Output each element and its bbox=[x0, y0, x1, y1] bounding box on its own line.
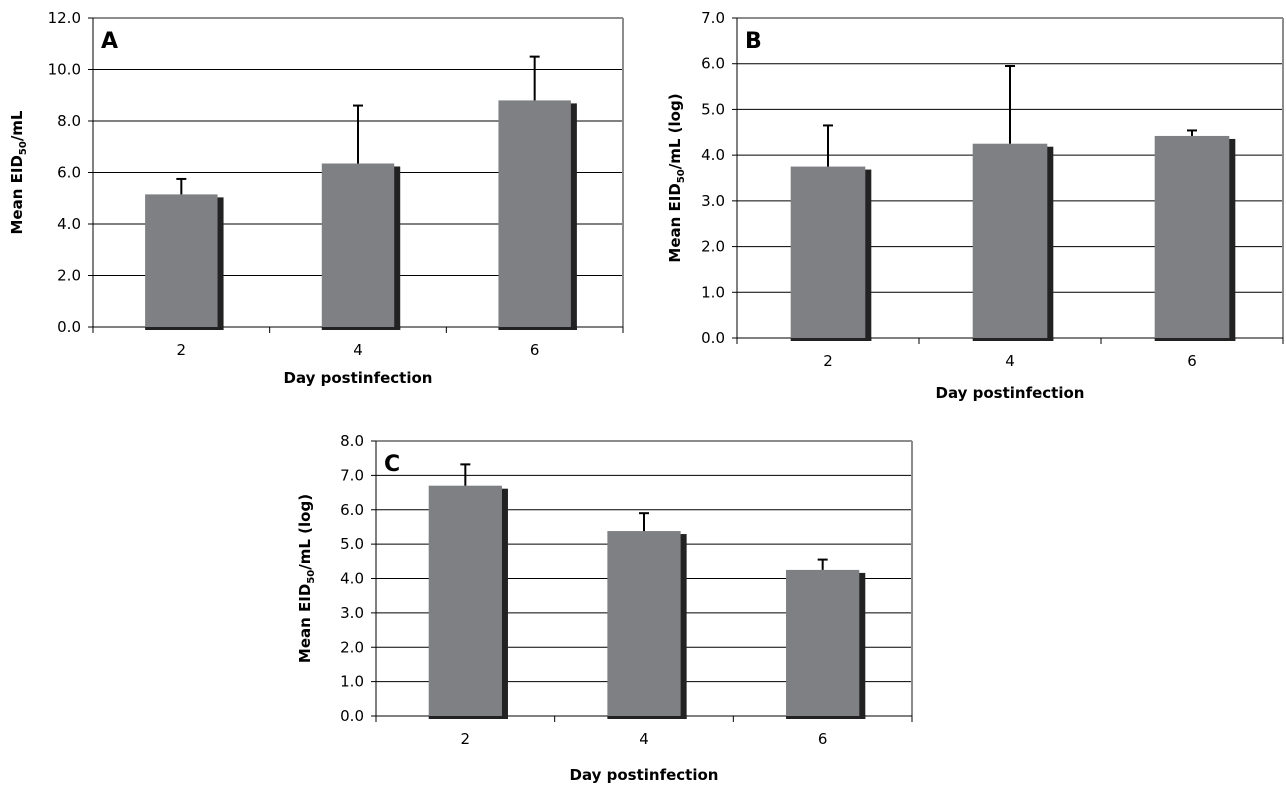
y-tick-label: 10.0 bbox=[48, 61, 81, 79]
y-tick-label: 4.0 bbox=[57, 215, 81, 233]
y-tick-label: 5.0 bbox=[340, 535, 364, 553]
y-tick-label: 2.0 bbox=[57, 267, 81, 285]
y-tick-label: 0.0 bbox=[340, 707, 364, 725]
x-tick-label: 6 bbox=[818, 730, 828, 748]
x-axis-title: Day postinfection bbox=[936, 384, 1085, 402]
chart-panel-a: 0.0 2.0 4.0 6.0 8.0 10.0 12.0 2 4 6 A Day postinfec… bbox=[8, 9, 624, 387]
y-axis-title: Mean EID50/mL (log) bbox=[296, 494, 317, 663]
panel-label: B bbox=[745, 29, 762, 54]
x-tick-label: 6 bbox=[1187, 352, 1197, 370]
y-tick-label: 7.0 bbox=[701, 9, 725, 27]
bar bbox=[145, 194, 218, 327]
y-tick-label: 2.0 bbox=[340, 638, 364, 656]
panel-label: A bbox=[101, 29, 118, 54]
y-tick-label: 6.0 bbox=[340, 501, 364, 519]
bar-base-shadow bbox=[321, 326, 401, 330]
y-axis-title-main: Mean EID bbox=[666, 183, 684, 262]
bar-base-shadow bbox=[145, 326, 224, 330]
y-axis-title-subscript: 50 bbox=[676, 169, 687, 183]
x-axis-title: Day postinfection bbox=[284, 369, 433, 387]
chart-panel-b: 0.0 1.0 2.0 3.0 4.0 5.0 6.0 7.0 2 4 6 B Day postinfe… bbox=[666, 9, 1284, 402]
chart-panel-c: 0.0 1.0 2.0 3.0 4.0 5.0 6.0 7.0 8.0 2 4 6 C Day posti… bbox=[296, 432, 913, 784]
bar-base-shadow bbox=[428, 715, 508, 719]
x-axis-title: Day postinfection bbox=[570, 766, 719, 784]
x-tick-label: 4 bbox=[639, 730, 649, 748]
y-tick-label: 1.0 bbox=[340, 673, 364, 691]
bar bbox=[786, 569, 860, 716]
y-axis-title-unit: /mL (log) bbox=[666, 93, 684, 169]
y-axis-title-subscript: 50 bbox=[306, 570, 317, 584]
bar-base-shadow bbox=[607, 715, 687, 719]
x-tick-label: 4 bbox=[1005, 352, 1015, 370]
bar bbox=[321, 163, 395, 327]
bar-base-shadow bbox=[498, 326, 577, 330]
y-axis-title-subscript: 50 bbox=[18, 141, 29, 155]
y-tick-label: 2.0 bbox=[701, 238, 725, 256]
x-tick-label: 6 bbox=[530, 341, 540, 359]
y-tick-label: 5.0 bbox=[701, 100, 725, 118]
bar bbox=[1154, 135, 1230, 338]
y-axis-title-main: Mean EID bbox=[8, 155, 26, 234]
y-axis-title: Mean EID50/mL (log) bbox=[666, 93, 687, 262]
bar-base-shadow bbox=[972, 337, 1054, 341]
bar-base-shadow bbox=[790, 337, 872, 341]
y-tick-label: 3.0 bbox=[340, 604, 364, 622]
y-tick-label: 1.0 bbox=[701, 283, 725, 301]
x-tick-label: 2 bbox=[461, 730, 471, 748]
bar-base-shadow bbox=[1154, 337, 1236, 341]
y-tick-label: 12.0 bbox=[48, 9, 81, 27]
x-tick-label: 4 bbox=[353, 341, 363, 359]
y-tick-label: 8.0 bbox=[340, 432, 364, 450]
bar bbox=[607, 531, 681, 716]
y-axis-title: Mean EID50/mL bbox=[8, 110, 29, 234]
y-tick-label: 4.0 bbox=[340, 570, 364, 588]
x-tick-label: 2 bbox=[177, 341, 187, 359]
y-axis-title-main: Mean EID bbox=[296, 584, 314, 663]
bar bbox=[498, 100, 571, 328]
y-tick-label: 0.0 bbox=[701, 329, 725, 347]
y-tick-label: 0.0 bbox=[57, 318, 81, 336]
y-tick-label: 4.0 bbox=[701, 146, 725, 164]
bar bbox=[972, 143, 1048, 338]
y-tick-label: 6.0 bbox=[57, 164, 81, 182]
x-tick-label: 2 bbox=[823, 352, 833, 370]
y-tick-label: 3.0 bbox=[701, 192, 725, 210]
y-tick-label: 7.0 bbox=[340, 466, 364, 484]
y-axis-title-unit: /mL bbox=[8, 110, 26, 141]
y-axis-title-unit: /mL (log) bbox=[296, 494, 314, 570]
y-tick-label: 6.0 bbox=[701, 55, 725, 73]
panel-label: C bbox=[384, 452, 400, 477]
bar bbox=[428, 485, 502, 716]
bar bbox=[790, 166, 866, 338]
y-tick-label: 8.0 bbox=[57, 112, 81, 130]
bar-base-shadow bbox=[786, 715, 866, 719]
